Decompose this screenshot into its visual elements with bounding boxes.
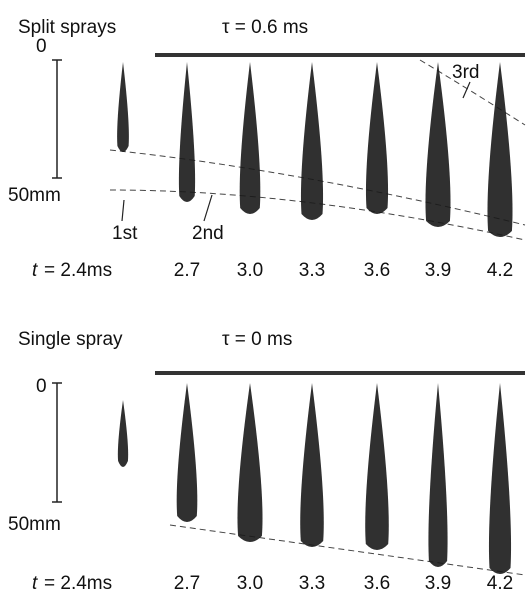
time-label: 3.6 [364,573,390,594]
time-label: 4.2 [487,573,513,594]
time-label: 3.3 [299,573,325,594]
scale-top: 0 [36,36,47,57]
tau-label: τ = 0 ms [222,329,292,350]
time-symbol: t [32,573,38,594]
spray [365,383,389,550]
time-label: 3.9 [425,573,451,594]
spray [239,62,261,214]
scale-bottom: 50mm [8,185,61,206]
time-label: 2.7 [174,573,200,594]
spray [488,383,512,574]
time-labels: t = 2.4ms 2.7 3.0 3.3 3.6 3.9 4.2 t = 2.4ms 2.7 3.0… [32,260,513,594]
time-label: 4.2 [487,260,513,281]
time-symbol: t [32,260,38,281]
scale-bars [52,59,62,503]
nozzle-bar [155,371,525,375]
panel-title: Split sprays [18,17,116,38]
annotation-leaders [121,81,471,222]
time-label: = 2.4ms [44,573,112,594]
spray [425,62,451,227]
spray [117,400,129,467]
spray [178,62,196,202]
spray-images [117,53,525,574]
panel-title: Single spray [18,329,123,350]
spray [176,383,198,522]
spray [487,62,513,237]
time-label: 3.9 [425,260,451,281]
time-label: 3.0 [237,260,263,281]
spray [300,383,324,547]
scale-top: 0 [36,376,47,397]
time-label: 2.7 [174,260,200,281]
spray [300,62,324,220]
annotation: 1st [112,223,138,244]
time-label: 3.0 [237,573,263,594]
scale-bottom: 50mm [8,514,61,535]
spray [428,383,448,567]
spray [117,62,129,152]
time-label: 3.3 [299,260,325,281]
spray [237,383,263,542]
spray [365,62,389,214]
time-label: 3.6 [364,260,390,281]
time-label: = 2.4ms [44,260,112,281]
annotation: 3rd [452,62,479,83]
annotation: 2nd [192,223,224,244]
tau-label: τ = 0.6 ms [222,17,308,38]
nozzle-bar [155,53,525,57]
